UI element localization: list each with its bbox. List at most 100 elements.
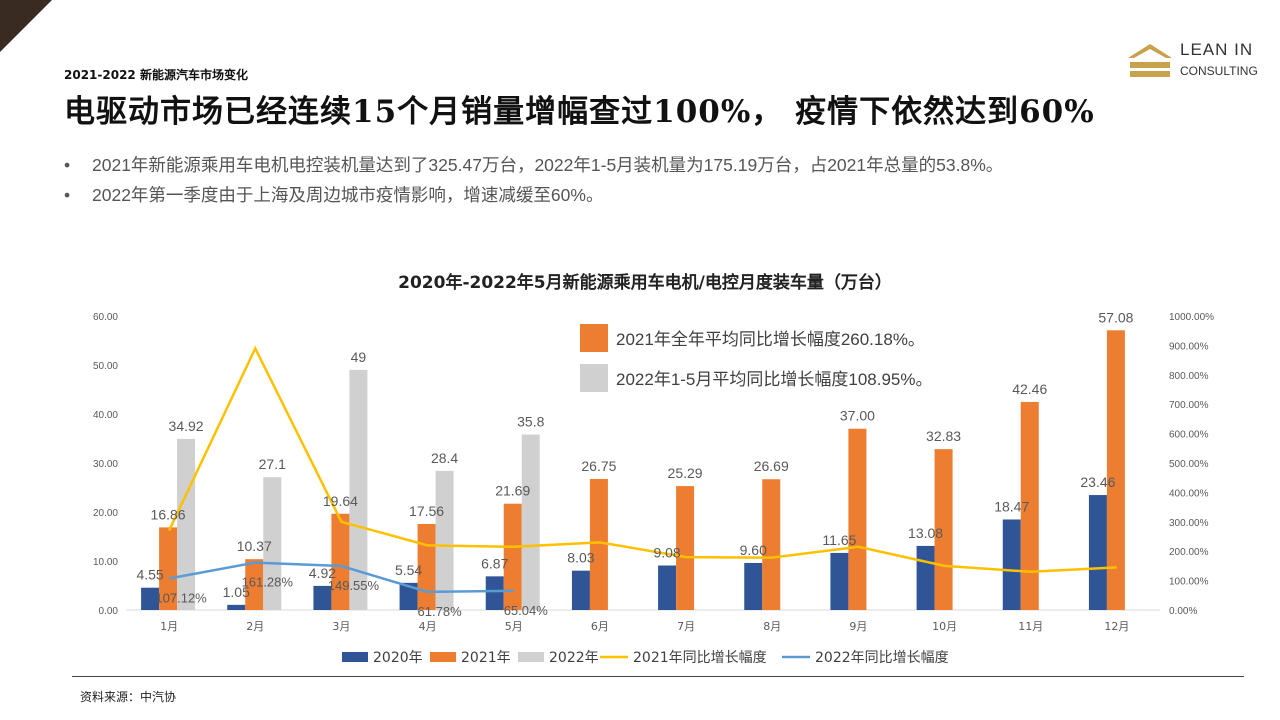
y2-tick-label: 300.00% [1169,518,1209,529]
y-tick-label: 20.00 [93,508,118,519]
y2-tick-label: 0.00% [1169,606,1197,617]
data-label-growth-2022: 107.12% [155,591,207,606]
annotation-swatch-2022 [580,364,608,392]
data-label-2021年: 32.83 [926,428,961,444]
bullet-dot-icon: • [64,185,71,205]
data-label-2021年: 26.75 [581,458,616,474]
y2-tick-label: 700.00% [1169,400,1209,411]
legend-label: 2021年 [461,650,511,666]
x-tick-label: 5月 [505,620,523,633]
y-tick-label: 30.00 [93,459,118,470]
x-tick-label: 1月 [160,620,178,633]
data-label-2021年: 25.29 [668,465,703,481]
data-label-growth-2022: 161.28% [242,575,294,590]
data-label-2020年: 23.46 [1080,474,1115,490]
section-subtitle: 2021-2022 新能源汽车市场变化 [64,68,248,82]
bullet-text: 2022年第一季度由于上海及周边城市疫情影响，增速减缓至60%。 [92,185,604,205]
data-label-2020年: 11.65 [822,532,856,548]
x-tick-label: 11月 [1018,620,1043,633]
bar-2022年-2月 [263,477,282,610]
y2-tick-label: 1000.00% [1169,312,1214,323]
bar-2021年-11月 [1020,401,1039,610]
x-tick-label: 12月 [1104,620,1129,633]
line-growth-2022 [168,561,514,594]
y2-tick-label: 400.00% [1169,488,1209,499]
bar-2020年-6月 [571,570,590,610]
bar-2021年-2月 [245,559,264,610]
logo-house-icon [1128,44,1172,77]
bar-2020年-4月 [399,582,418,610]
bar-2020年-2月 [227,604,246,610]
bar-2020年-9月 [830,552,849,610]
data-label-2020年: 4.92 [309,565,336,581]
bar-2020年-5月 [485,576,504,610]
data-label-growth-2022: 61.78% [418,604,463,619]
data-label-2022年: 28.4 [431,450,458,466]
bar-2020年-1月 [141,587,160,610]
bullet-list: • 2021年新能源乘用车电机电控装机量达到了325.47万台，2022年1-5月… [64,150,1003,210]
corner-decoration [0,0,52,52]
data-label-2021年: 57.08 [1098,309,1133,325]
legend-label: 2022年 [549,650,599,666]
bar-2020年-12月 [1088,495,1107,610]
bar-2021年-5月 [503,503,522,610]
logo-text-lean-in: LEAN IN [1180,40,1254,59]
annotation-swatch-2021 [580,324,608,352]
y2-tick-label: 800.00% [1169,371,1209,382]
logo-text-consulting: CONSULTING [1180,64,1258,78]
bar-2022年-1月 [177,438,196,610]
bar-2020年-10月 [916,545,935,610]
annotation-text-2022: 2022年1-5月平均同比增长幅度108.95%。 [616,370,933,389]
y2-tick-label: 900.00% [1169,341,1209,352]
data-label-2021年: 19.64 [323,493,358,509]
bar-2020年-11月 [1002,519,1021,610]
x-tick-label: 8月 [763,620,781,633]
data-label-2020年: 1.05 [223,584,250,600]
legend-label: 2021年同比增长幅度 [633,650,767,666]
bullet-item: • 2021年新能源乘用车电机电控装机量达到了325.47万台，2022年1-5月… [64,150,1003,180]
data-label-2020年: 13.08 [908,525,943,541]
x-tick-label: 10月 [932,620,957,633]
bar-2021年-12月 [1106,330,1125,610]
legend-swatch [518,652,544,662]
x-tick-label: 6月 [591,620,609,633]
x-tick-label: 2月 [246,620,264,633]
y-tick-label: 10.00 [93,557,118,568]
bullet-item: • 2022年第一季度由于上海及周边城市疫情影响，增速减缓至60%。 [64,180,1003,210]
data-label-2020年: 8.03 [567,550,594,566]
bullet-dot-icon: • [64,155,71,175]
data-label-2021年: 42.46 [1012,381,1047,397]
bar-2020年-8月 [744,562,763,610]
y2-tick-label: 200.00% [1169,547,1209,558]
data-label-2020年: 4.55 [136,567,163,583]
line-growth-2021 [167,345,1117,574]
y-tick-label: 50.00 [93,361,118,372]
legend-label: 2022年同比增长幅度 [815,650,949,666]
y2-tick-label: 600.00% [1169,430,1209,441]
legend-swatch [342,652,368,662]
data-label-2021年: 37.00 [840,408,875,424]
bar-2021年-9月 [848,428,867,610]
annotation-text-2021: 2021年全年平均同比增长幅度260.18%。 [616,330,925,349]
bar-2021年-1月 [159,527,178,610]
data-label-2020年: 9.08 [653,545,680,561]
bar-2022年-3月 [349,369,368,610]
legend-swatch [430,652,456,662]
data-label-2021年: 26.69 [754,458,789,474]
data-label-2021年: 16.86 [151,506,186,522]
legend-label: 2020年 [373,650,423,666]
data-label-2021年: 10.37 [237,538,272,554]
data-label-growth-2022: 149.55% [328,578,380,593]
company-logo: LEAN IN CONSULTING [1126,40,1258,86]
bar-2021年-7月 [676,486,695,610]
y2-tick-label: 500.00% [1169,459,1209,470]
y-tick-label: 60.00 [93,312,118,323]
data-label-2022年: 49 [351,349,367,365]
bar-2022年-5月 [521,434,540,610]
x-tick-label: 9月 [849,620,867,633]
data-label-2021年: 17.56 [409,503,444,519]
bar-2021年-6月 [589,478,608,610]
bar-2021年-3月 [331,513,350,610]
bar-2022年-4月 [435,470,454,610]
